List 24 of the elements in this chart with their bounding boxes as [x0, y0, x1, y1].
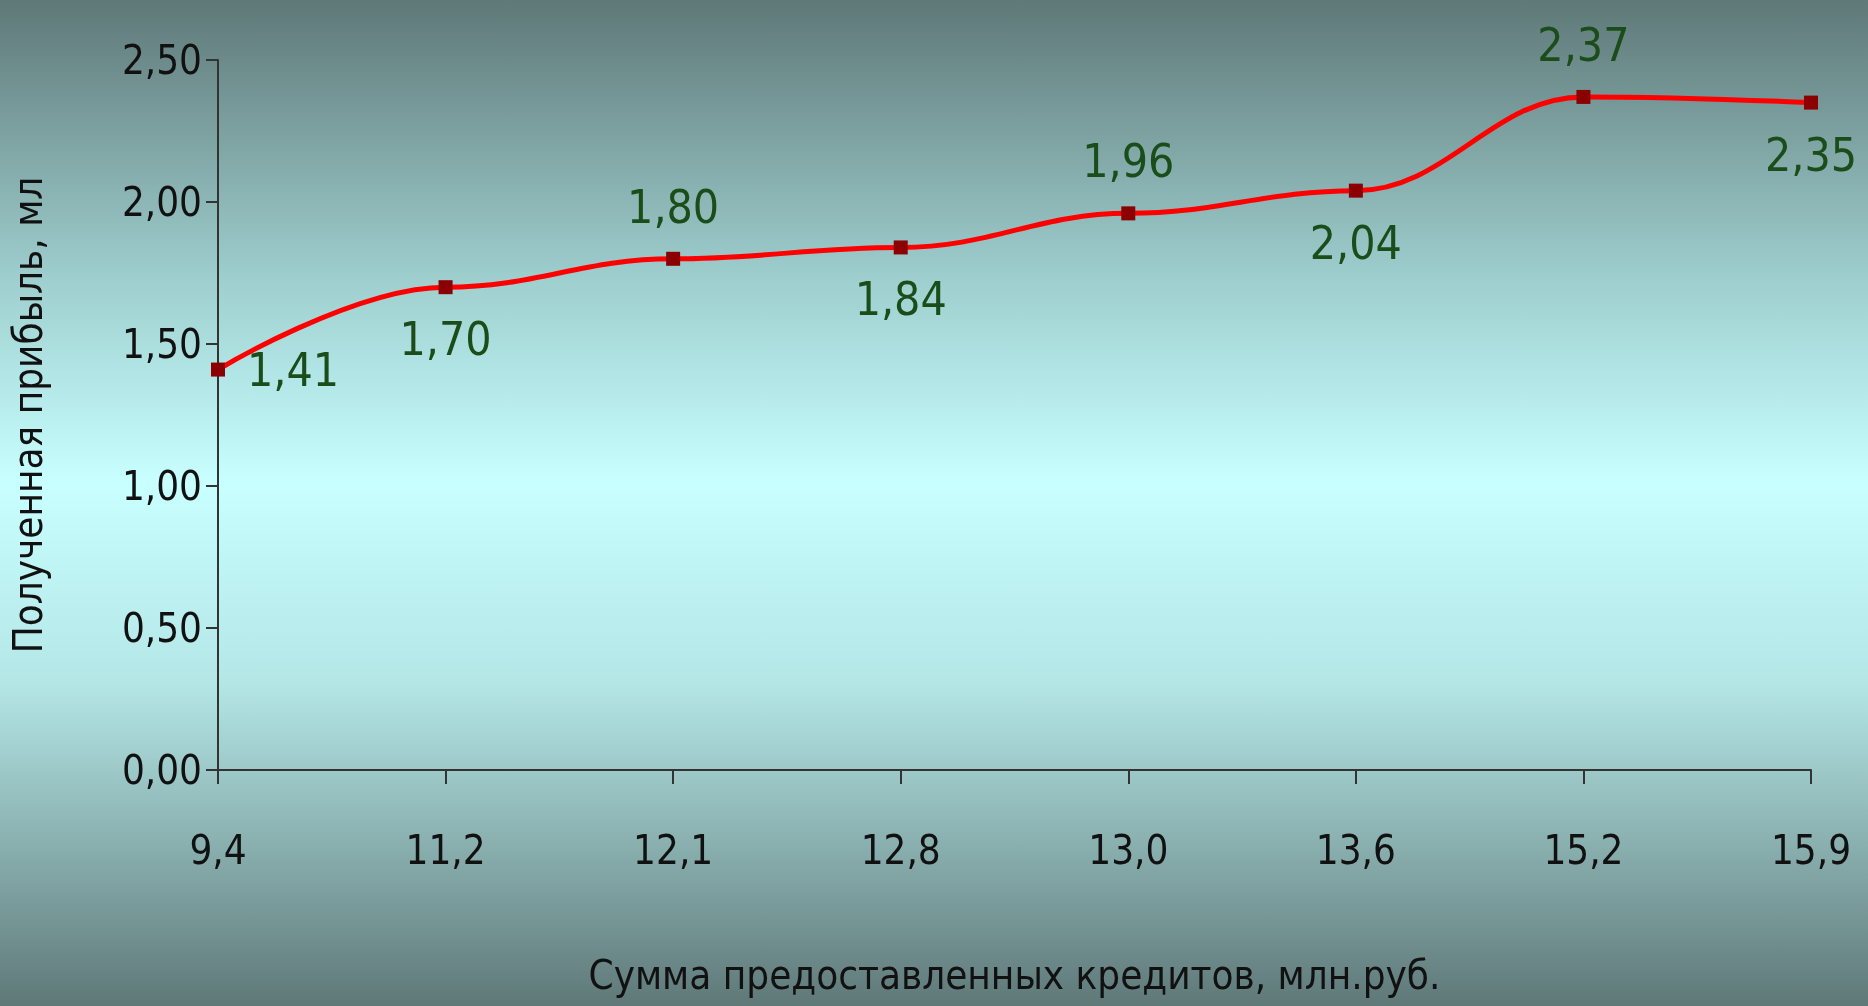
x-tick-label: 13,0 [1088, 827, 1169, 873]
data-label: 1,84 [854, 272, 947, 327]
y-tick-label: 0,00 [121, 747, 202, 793]
x-tick-label: 12,1 [633, 827, 714, 873]
x-axis-title: Сумма предоставленных кредитов, млн.руб. [588, 952, 1441, 998]
data-label: 2,35 [1764, 127, 1858, 182]
data-label: 1,96 [1082, 134, 1175, 189]
y-tick-label: 1,50 [121, 321, 202, 367]
data-label: 1,41 [247, 342, 340, 397]
y-tick-label: 1,00 [121, 463, 202, 509]
data-label: 1,80 [627, 179, 720, 234]
data-label: 2,04 [1309, 215, 1402, 270]
x-tick-label: 9,4 [189, 827, 247, 873]
y-tick-label: 0,50 [121, 605, 202, 651]
y-tick-label: 2,00 [121, 179, 202, 225]
x-tick-label: 12,8 [860, 827, 941, 873]
x-tick-label: 15,9 [1770, 827, 1852, 873]
x-tick-label: 13,6 [1315, 827, 1396, 873]
x-tick-label: 15,2 [1543, 827, 1624, 873]
y-tick-label: 2,50 [121, 37, 202, 83]
data-label: 1,70 [399, 312, 492, 367]
x-tick-label: 11,2 [405, 827, 486, 873]
data-label: 2,37 [1537, 17, 1630, 72]
y-axis-title: Полученная прибыль, мл [5, 176, 51, 654]
